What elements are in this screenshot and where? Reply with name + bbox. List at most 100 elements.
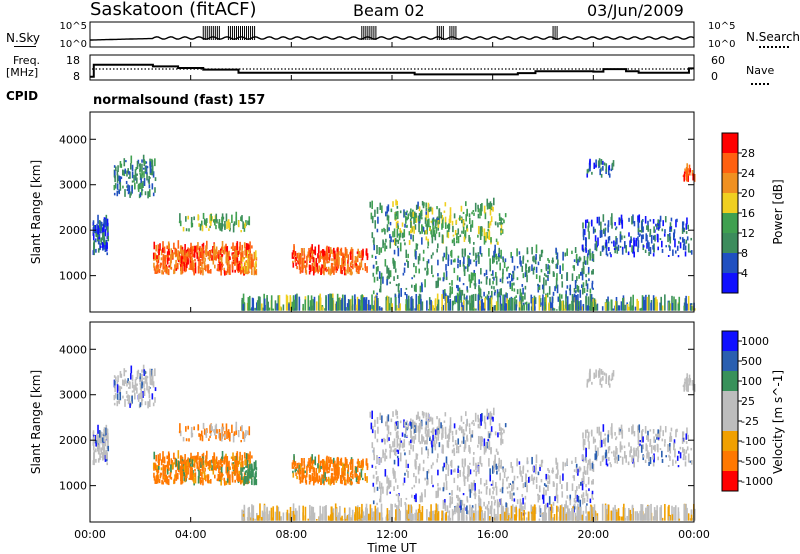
range-cell bbox=[142, 377, 145, 380]
range-cell bbox=[520, 260, 522, 267]
range-cell bbox=[237, 460, 240, 465]
range-cell bbox=[157, 462, 160, 470]
range-cell bbox=[187, 257, 189, 265]
range-cell bbox=[142, 390, 144, 398]
range-cell bbox=[185, 438, 188, 442]
range-cell bbox=[453, 477, 456, 484]
range-cell bbox=[582, 492, 585, 498]
range-cell bbox=[313, 302, 315, 311]
range-cell bbox=[270, 295, 273, 311]
range-cell bbox=[356, 507, 359, 521]
range-cell bbox=[151, 160, 154, 168]
range-cell bbox=[456, 502, 459, 509]
range-cell bbox=[292, 470, 294, 474]
range-cell bbox=[477, 213, 480, 219]
range-cell bbox=[647, 220, 649, 226]
range-cell bbox=[605, 459, 608, 466]
range-cell bbox=[458, 487, 461, 492]
range-cell bbox=[393, 249, 396, 255]
range-cell bbox=[380, 272, 383, 279]
range-cell bbox=[564, 308, 566, 311]
range-cell bbox=[638, 424, 641, 433]
range-cell bbox=[607, 236, 610, 244]
range-cell bbox=[220, 267, 222, 276]
range-cell bbox=[248, 454, 250, 460]
range-cell bbox=[298, 505, 301, 521]
range-cell bbox=[426, 270, 428, 276]
range-cell bbox=[483, 445, 486, 455]
range-cell bbox=[492, 490, 494, 495]
range-cell bbox=[495, 463, 498, 470]
range-cell bbox=[147, 401, 149, 409]
range-cell bbox=[166, 245, 169, 250]
range-cell bbox=[526, 457, 529, 465]
range-cell bbox=[202, 253, 205, 259]
range-cell bbox=[205, 249, 207, 253]
range-cell bbox=[166, 251, 169, 259]
range-cell bbox=[648, 242, 650, 252]
range-cell bbox=[402, 232, 404, 239]
range-cell bbox=[255, 262, 257, 268]
range-cell bbox=[189, 466, 192, 476]
range-cell bbox=[442, 487, 445, 492]
range-cell bbox=[94, 224, 97, 234]
range-cell bbox=[249, 260, 251, 269]
range-cell bbox=[600, 159, 603, 165]
range-cell bbox=[583, 465, 586, 474]
range-cell bbox=[504, 468, 507, 473]
range-cell bbox=[617, 305, 620, 311]
range-cell bbox=[376, 438, 379, 443]
range-cell bbox=[245, 265, 247, 274]
range-cell bbox=[241, 467, 244, 472]
range-cell bbox=[151, 378, 154, 386]
range-cell bbox=[682, 453, 685, 460]
range-cell bbox=[587, 378, 590, 383]
range-cell bbox=[591, 492, 594, 499]
range-cell bbox=[648, 461, 650, 466]
range-cell bbox=[232, 471, 235, 474]
range-cell bbox=[480, 491, 483, 494]
range-cell bbox=[413, 274, 416, 278]
range-cell bbox=[628, 442, 630, 447]
range-cell bbox=[97, 450, 100, 455]
range-cell bbox=[573, 498, 576, 503]
range-cell bbox=[306, 465, 308, 475]
range-cell bbox=[459, 502, 461, 511]
range-cell bbox=[166, 476, 169, 485]
range-cell bbox=[177, 460, 180, 470]
range-cell bbox=[511, 298, 513, 311]
range-cell bbox=[317, 244, 320, 254]
range-cell bbox=[255, 472, 257, 478]
range-cell bbox=[507, 299, 510, 311]
range-cell bbox=[188, 438, 190, 442]
range-cell bbox=[125, 160, 127, 163]
range-cell bbox=[430, 229, 432, 235]
range-cell bbox=[376, 502, 378, 506]
range-cell bbox=[472, 210, 475, 213]
range-cell bbox=[272, 308, 275, 311]
range-cell bbox=[551, 296, 554, 311]
range-cell bbox=[185, 251, 187, 259]
range-cell bbox=[457, 263, 459, 269]
range-cell bbox=[193, 268, 195, 274]
range-cell bbox=[238, 261, 241, 267]
range-cell bbox=[413, 495, 416, 499]
range-cell bbox=[683, 383, 686, 392]
range-cell bbox=[378, 248, 381, 255]
range-cell bbox=[421, 438, 423, 444]
range-cell bbox=[498, 501, 500, 508]
range-cell bbox=[292, 260, 294, 264]
range-cell bbox=[552, 260, 555, 263]
range-cell bbox=[465, 424, 467, 432]
range-cell bbox=[667, 465, 670, 467]
range-cell bbox=[214, 249, 217, 257]
range-cell bbox=[475, 510, 477, 521]
range-cell bbox=[226, 456, 229, 466]
range-cell bbox=[405, 249, 408, 259]
range-cell bbox=[245, 255, 247, 258]
range-cell bbox=[614, 241, 617, 250]
range-cell bbox=[419, 219, 421, 222]
range-cell bbox=[189, 256, 192, 266]
range-cell bbox=[385, 296, 388, 311]
range-cell bbox=[655, 434, 658, 438]
